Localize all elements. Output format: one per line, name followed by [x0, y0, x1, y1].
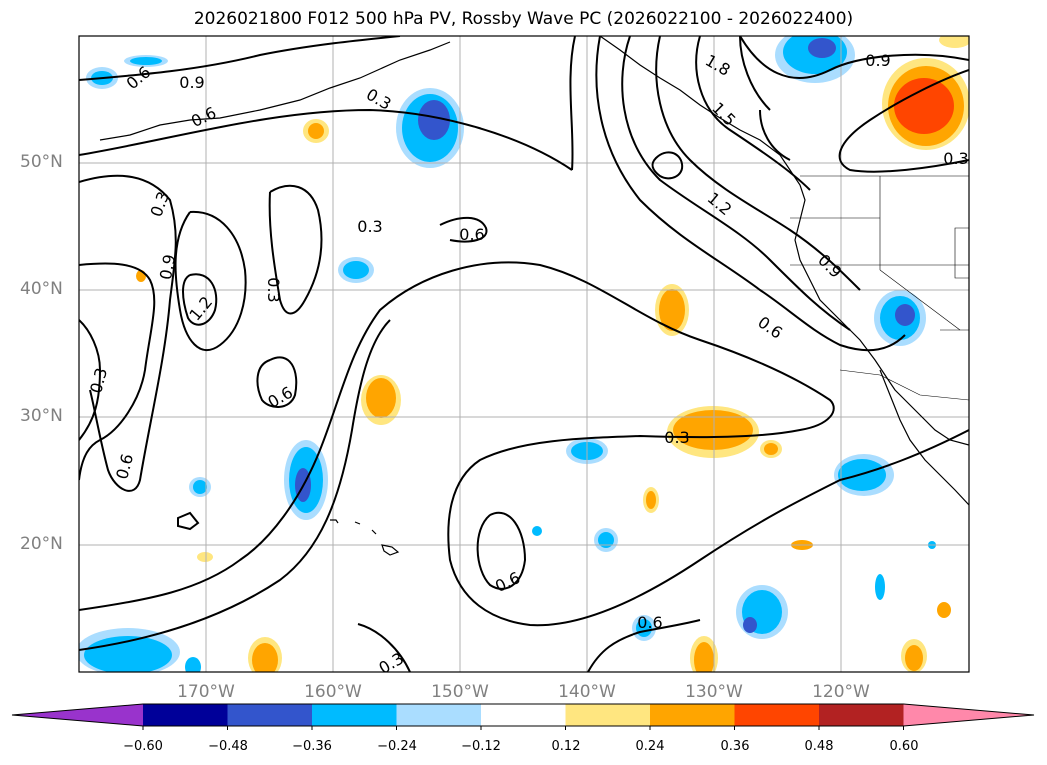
lon-label: 170°W: [177, 682, 235, 702]
colorbar-tick: −0.12: [461, 739, 501, 754]
contour-label: 0.9: [179, 73, 204, 92]
colorbar-segment: [143, 704, 228, 726]
coastlines: [99, 36, 969, 556]
colorbar-segment: [650, 704, 735, 726]
contour-label: 0.3: [943, 149, 968, 168]
colorbar-segment: [227, 704, 313, 726]
colorbar-tick: 0.24: [635, 739, 665, 754]
lat-label: 30°N: [20, 406, 63, 426]
political-borders: [790, 175, 969, 401]
lon-label: 130°W: [685, 682, 743, 702]
lon-label: 160°W: [304, 682, 362, 702]
colorbar-tick: 0.36: [720, 739, 750, 754]
colorbar-segment: [565, 704, 651, 726]
contour-label: 0.3: [664, 428, 689, 447]
contour-label: 0.3: [264, 277, 283, 302]
colorbar-tick: −0.24: [377, 739, 417, 754]
pv-contours: [79, 36, 969, 672]
contour-label: 0.6: [637, 613, 662, 632]
colorbar: [11, 703, 1035, 730]
lon-label: 150°W: [431, 682, 489, 702]
map-frame: [78, 35, 970, 673]
lon-label: 140°W: [558, 682, 616, 702]
colorbar-segment: [819, 704, 904, 726]
lat-label: 40°N: [20, 279, 63, 299]
colorbar-segment: [481, 704, 566, 726]
map-title: 2026021800 F012 500 hPa PV, Rossby Wave …: [193, 9, 854, 29]
contour-label: 0.6: [459, 225, 484, 244]
graticule: [79, 36, 969, 672]
colorbar-tick: 0.48: [804, 739, 834, 754]
colorbar-tick: −0.48: [208, 739, 248, 754]
lat-label: 50°N: [20, 152, 63, 172]
colorbar-segment: [396, 704, 482, 726]
colorbar-extend-high: [903, 704, 1034, 726]
colorbar-tick: 0.60: [889, 739, 919, 754]
lon-label: 120°W: [812, 682, 870, 702]
contour-label: 0.3: [357, 217, 382, 236]
contour-label: 0.9: [156, 253, 179, 281]
lat-label: 20°N: [20, 534, 63, 554]
colorbar-tick: −0.60: [123, 739, 163, 754]
pv-anomaly-shading: [79, 36, 969, 672]
colorbar-tick: −0.36: [292, 739, 332, 754]
colorbar-segment: [734, 704, 820, 726]
colorbar-extend-low: [12, 704, 143, 726]
colorbar-tick: 0.12: [551, 739, 581, 754]
colorbar-segment: [312, 704, 397, 726]
contour-label: 0.9: [865, 51, 890, 70]
